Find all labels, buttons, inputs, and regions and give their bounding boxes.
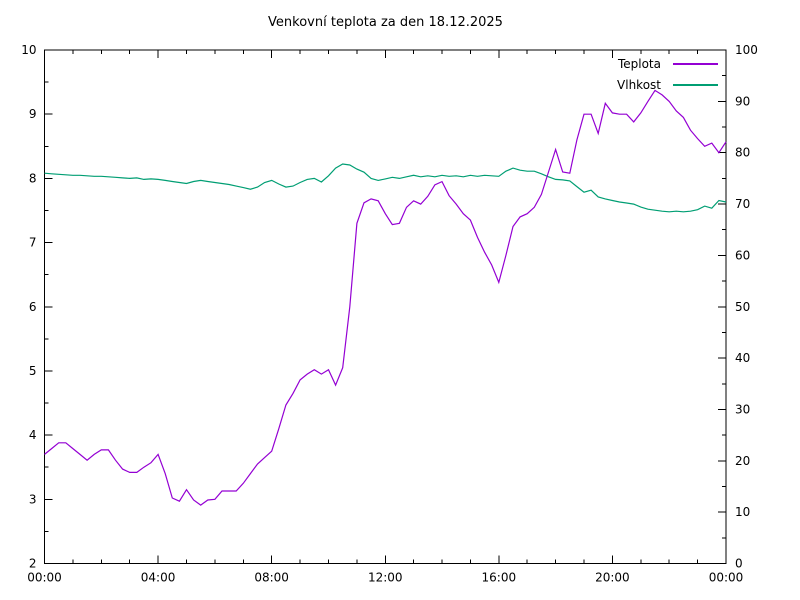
vlhkost-line (44, 163, 727, 213)
x-tick-label: 08:00 (254, 571, 289, 585)
x-tick-label: 00:00 (27, 571, 62, 585)
y-right-tick-label: 40 (735, 351, 750, 365)
y-right-tick-label: 70 (735, 197, 750, 211)
legend-item-teplota: Teplota (617, 55, 718, 72)
x-tick-label: 20:00 (595, 571, 630, 585)
y-left-tick-label: 8 (29, 171, 37, 185)
y-left-tick-label: 7 (29, 236, 37, 250)
teplota-line-swatch (673, 62, 718, 65)
y-right-tick-label: 100 (735, 43, 758, 57)
plot-border (44, 49, 727, 564)
y-right-tick-label: 0 (735, 557, 743, 571)
y-right-tick-label: 30 (735, 402, 750, 416)
legend-item-vlhkost: Vlhkost (617, 76, 718, 93)
legend-label-vlhkost: Vlhkost (617, 77, 661, 92)
y-left-tick-label: 5 (29, 364, 37, 378)
y-left-tick-label: 6 (29, 300, 37, 314)
y-right-tick-label: 20 (735, 454, 750, 468)
y-left-tick-label: 4 (29, 428, 37, 442)
legend-label-teplota: Teplota (617, 56, 661, 71)
chart-title: Venkovní teplota za den 18.12.2025 (268, 15, 503, 30)
x-tick-label: 04:00 (141, 571, 176, 585)
x-tick-label: 00:00 (709, 571, 744, 585)
y-left-tick-label: 2 (29, 557, 37, 571)
x-tick-label: 12:00 (368, 571, 403, 585)
teplota-line (44, 89, 727, 506)
y-left-tick-label: 9 (29, 107, 37, 121)
y-right-tick-label: 90 (735, 94, 750, 108)
y-left-tick-label: 3 (29, 492, 37, 506)
y-right-tick-label: 60 (735, 248, 750, 262)
y-right-tick-label: 80 (735, 146, 750, 160)
x-tick-label: 16:00 (482, 571, 517, 585)
vlhkost-line-swatch (673, 83, 718, 86)
y-right-tick-label: 50 (735, 300, 750, 314)
y-left-tick-label: 10 (21, 43, 36, 57)
y-right-tick-label: 10 (735, 505, 750, 519)
legend: Teplota Vlhkost (617, 55, 718, 93)
